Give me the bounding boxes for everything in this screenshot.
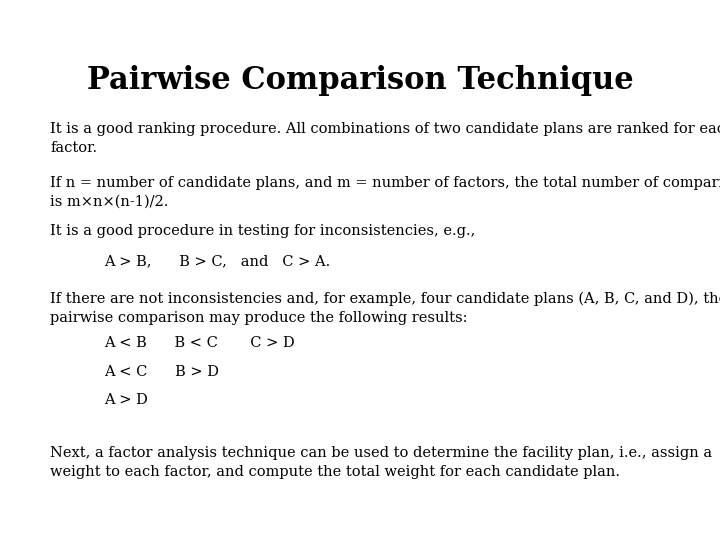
Text: It is a good ranking procedure. All combinations of two candidate plans are rank: It is a good ranking procedure. All comb… <box>50 122 720 155</box>
Text: If n = number of candidate plans, and m = number of factors, the total number of: If n = number of candidate plans, and m … <box>50 176 720 209</box>
Text: A > D: A > D <box>104 393 148 407</box>
Text: A < C      B > D: A < C B > D <box>104 364 220 379</box>
Text: Next, a factor analysis technique can be used to determine the facility plan, i.: Next, a factor analysis technique can be… <box>50 446 713 479</box>
Text: Pairwise Comparison Technique: Pairwise Comparison Technique <box>86 65 634 96</box>
Text: A > B,      B > C,   and   C > A.: A > B, B > C, and C > A. <box>104 254 330 268</box>
Text: A < B      B < C       C > D: A < B B < C C > D <box>104 336 295 350</box>
Text: If there are not inconsistencies and, for example, four candidate plans (A, B, C: If there are not inconsistencies and, fo… <box>50 292 720 326</box>
Text: It is a good procedure in testing for inconsistencies, e.g.,: It is a good procedure in testing for in… <box>50 224 476 238</box>
